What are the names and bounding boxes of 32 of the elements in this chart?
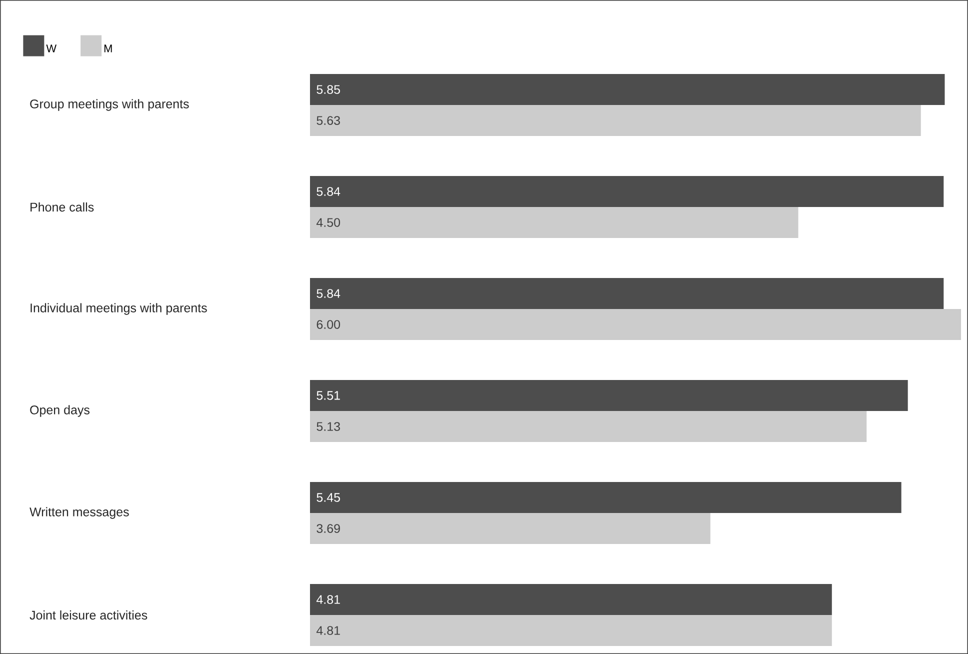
y-tick-label: Phone calls: [30, 202, 94, 212]
bar: [310, 206, 798, 238]
data-label: 5.84: [316, 187, 340, 196]
y-tick-label: Individual meetings with parents: [30, 303, 207, 315]
bar: [310, 176, 944, 207]
bar: [310, 308, 962, 340]
y-tick-label: Joint leisure activities: [30, 610, 148, 620]
legend-label: M: [104, 44, 112, 52]
data-label: 5.45: [316, 493, 340, 502]
data-label: 5.63: [316, 116, 340, 125]
bar: [310, 74, 945, 105]
bar: [310, 380, 908, 411]
bar: [310, 482, 902, 513]
data-label: 3.69: [316, 524, 340, 533]
data-label: 4.50: [316, 218, 340, 227]
bar: [310, 411, 867, 442]
bar: [310, 513, 710, 544]
y-tick-label: Open days: [30, 405, 90, 417]
bar: [310, 278, 944, 309]
data-label: 5.51: [316, 391, 340, 400]
bar: [310, 104, 921, 136]
y-tick-label: Group meetings with parents: [30, 99, 189, 111]
y-tick-label: Written messages: [30, 507, 129, 519]
data-label: 6.00: [316, 320, 340, 329]
data-label: 5.84: [316, 289, 340, 298]
bar: [310, 615, 832, 646]
data-label: 4.81: [316, 595, 340, 604]
legend-label: W: [46, 44, 57, 52]
bar: [310, 584, 832, 615]
data-label: 5.13: [316, 422, 340, 431]
data-label: 5.85: [316, 85, 340, 94]
data-label: 4.81: [316, 626, 340, 635]
